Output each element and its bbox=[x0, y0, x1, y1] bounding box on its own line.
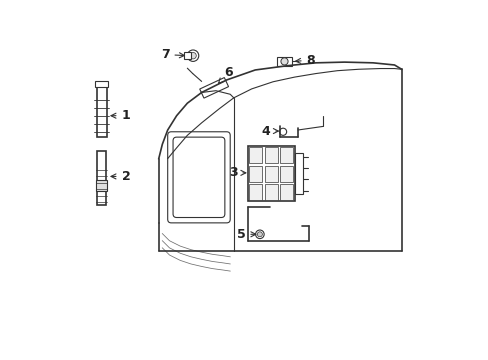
Bar bbox=[96, 180, 107, 191]
Text: 4: 4 bbox=[261, 125, 278, 138]
Text: 1: 1 bbox=[111, 109, 130, 122]
Text: 5: 5 bbox=[236, 228, 255, 241]
Bar bbox=[97, 87, 106, 137]
Bar bbox=[264, 184, 277, 201]
Polygon shape bbox=[199, 77, 228, 98]
Circle shape bbox=[257, 232, 262, 237]
Text: 7: 7 bbox=[161, 48, 184, 61]
Circle shape bbox=[189, 53, 196, 59]
Bar bbox=[248, 184, 262, 201]
Bar bbox=[97, 152, 106, 205]
Bar bbox=[247, 146, 294, 202]
Bar bbox=[264, 166, 277, 182]
FancyBboxPatch shape bbox=[173, 137, 224, 217]
Bar bbox=[183, 53, 190, 59]
Bar bbox=[294, 153, 303, 194]
Circle shape bbox=[279, 128, 286, 135]
Circle shape bbox=[281, 58, 287, 65]
Text: 3: 3 bbox=[228, 166, 245, 179]
Bar bbox=[280, 184, 293, 201]
Bar bbox=[248, 147, 262, 163]
Bar bbox=[280, 147, 293, 163]
Bar bbox=[264, 147, 277, 163]
FancyBboxPatch shape bbox=[167, 132, 230, 223]
Text: 8: 8 bbox=[295, 54, 315, 67]
Bar bbox=[280, 166, 293, 182]
Text: 2: 2 bbox=[111, 170, 130, 183]
Circle shape bbox=[255, 230, 264, 239]
Circle shape bbox=[187, 50, 198, 62]
Bar bbox=[95, 81, 108, 87]
Bar bbox=[248, 166, 262, 182]
Text: 6: 6 bbox=[218, 66, 232, 84]
Bar bbox=[277, 57, 291, 66]
